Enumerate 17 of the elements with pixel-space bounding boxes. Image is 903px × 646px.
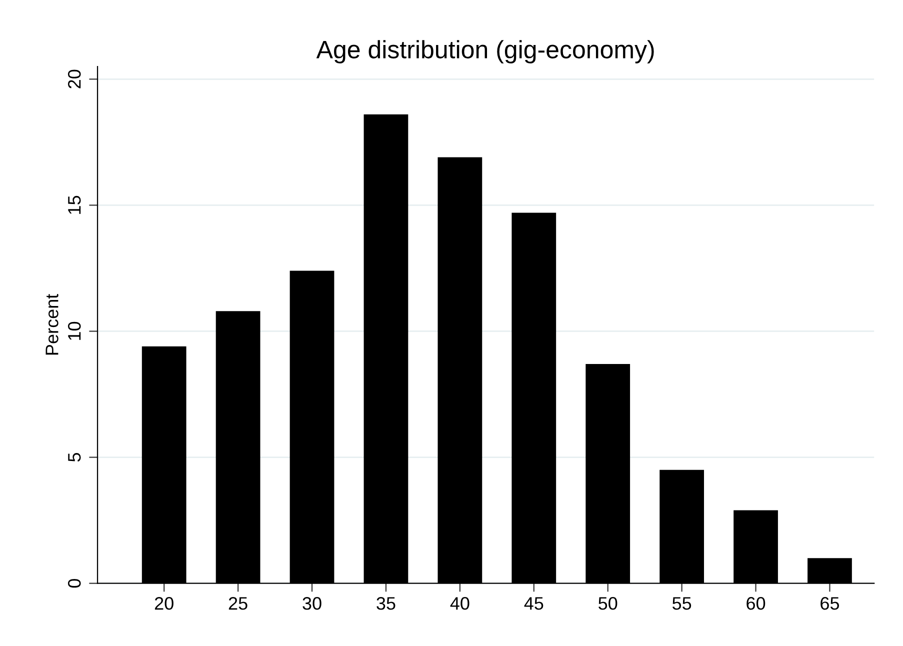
y-tick-label: 15 (68, 196, 81, 214)
x-tick-label: 40 (450, 597, 470, 610)
y-tick-label: 10 (68, 322, 81, 340)
x-tick-label: 55 (672, 597, 692, 610)
x-tick-label: 20 (154, 597, 174, 610)
x-tick-label: 30 (302, 597, 322, 610)
y-axis-title: Percent (46, 294, 58, 355)
x-tick-label: 60 (746, 597, 766, 610)
x-tick-label: 45 (524, 597, 544, 610)
y-tick-label: 20 (68, 70, 81, 88)
x-tick-label: 35 (376, 597, 396, 610)
x-tick-label: 25 (228, 597, 248, 610)
y-tick-label: 5 (68, 453, 81, 462)
x-tick-label: 50 (598, 597, 618, 610)
y-tick-label: 0 (68, 579, 81, 588)
x-tick-label: 65 (820, 597, 840, 610)
chart-title: Age distribution (gig-economy) (316, 40, 654, 64)
